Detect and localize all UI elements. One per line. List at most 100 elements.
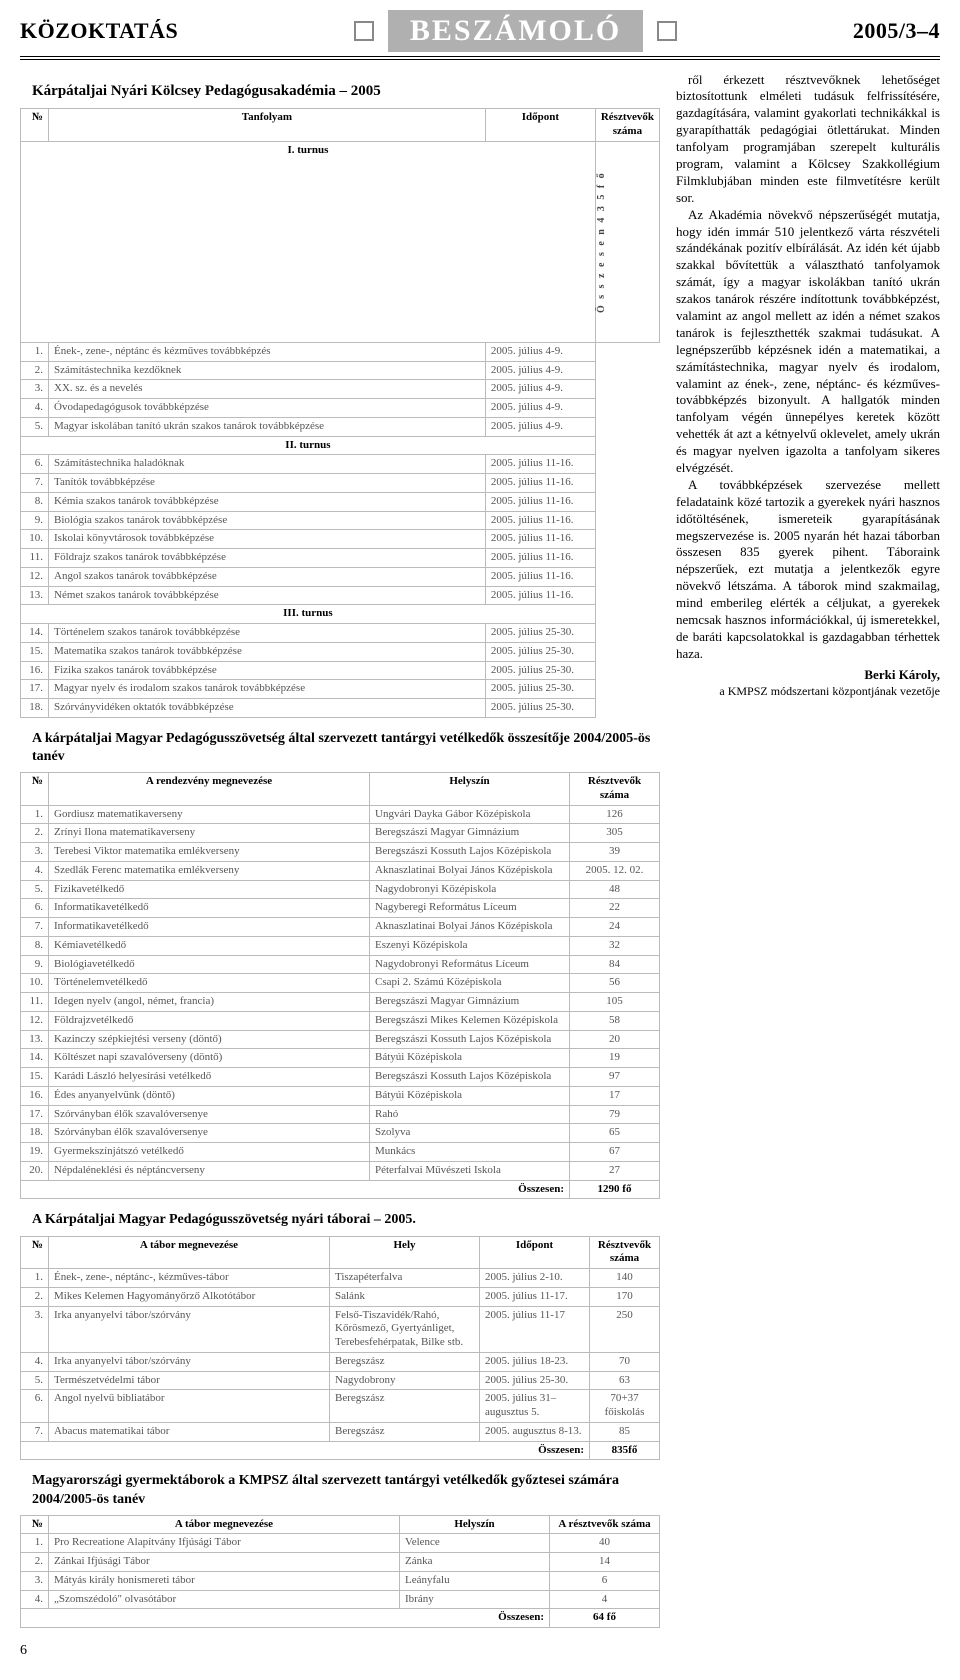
table-cell: 2005. július 11-16. [485,492,595,511]
table-cell: 2005. július 2-10. [480,1269,590,1288]
title-table2: A kárpátaljai Magyar Pedagógusszövetség … [32,730,660,766]
page-number: 6 [20,1642,660,1660]
table-cell: 16. [21,1086,49,1105]
header-square-left [354,21,374,41]
table-cell: 2005. július 4-9. [485,380,595,399]
table-row: 14.Költészet napi szavalóverseny (döntő)… [21,1049,660,1068]
table-cell: Informatikavetélkedő [49,918,370,937]
header-section-title: BESZÁMOLÓ [388,10,643,52]
table-cell: 67 [570,1143,660,1162]
table-cell: Tiszapéterfalva [330,1269,480,1288]
table-cell: Aknaszlatinai Bolyai János Középiskola [370,861,570,880]
table-cell: Beregszászi Magyar Gimnázium [370,824,570,843]
table-cell: Ibrány [400,1590,550,1609]
table-row: 4.Óvodapedagógusok továbbképzése2005. jú… [21,399,660,418]
table-cell: 85 [590,1422,660,1441]
table-cell: Iskolai könyvtárosok továbbképzése [49,530,486,549]
table-cell: 5. [21,880,49,899]
table-cell: 4 [550,1590,660,1609]
table-cell: 2005. július 11-16. [485,474,595,493]
table-row: 9.Biológia szakos tanárok továbbképzése2… [21,511,660,530]
table-row: 15.Karádi László helyesírási vetélkedőBe… [21,1068,660,1087]
table-cell: Biológia szakos tanárok továbbképzése [49,511,486,530]
table-row: 1.Gordiusz matematikaversenyUngvári Dayk… [21,805,660,824]
table-cell: 2005. július 25-30. [480,1371,590,1390]
table-cell: 4. [21,1590,49,1609]
section-1: I. turnus [21,141,596,342]
page-header: KÖZOKTATÁS BESZÁMOLÓ 2005/3–4 [20,10,940,60]
table-cell: Gordiusz matematikaverseny [49,805,370,824]
table-row: 15.Matematika szakos tanárok továbbképzé… [21,642,660,661]
table-cell: 2005. július 11-16. [485,549,595,568]
table-cell: Gyermekszínjátszó vetélkedő [49,1143,370,1162]
table-cell: 2005. július 25-30. [485,680,595,699]
table-cell: 84 [570,955,660,974]
table-cell: 2005. július 11-17. [480,1287,590,1306]
table-cell: 6. [21,455,49,474]
table-cell: 7. [21,474,49,493]
table-cell: Ének-, zene-, néptánc-, kézműves-tábor [49,1269,330,1288]
table-cell: Matematika szakos tanárok továbbképzése [49,642,486,661]
table-cell: 2. [21,824,49,843]
article-p1: ről érkezett résztvevőknek lehetőséget b… [676,72,940,207]
table-cell: 4. [21,399,49,418]
title-table1: Kárpátaljai Nyári Kölcsey Pedagógusakadé… [32,82,660,101]
table-cell: 19 [570,1049,660,1068]
table-cell: 2005. július 25-30. [485,642,595,661]
table-row: 2.Számítástechnika kezdőknek2005. július… [21,361,660,380]
table-courses: № Tanfolyam Időpont Résztvevők száma I. … [20,108,660,718]
table-row: 8.Kémia szakos tanárok továbbképzése2005… [21,492,660,511]
table-cell: Tanítók továbbképzése [49,474,486,493]
table-row: 11.Idegen nyelv (angol, német, francia)B… [21,993,660,1012]
table-row: 5.Magyar iskolában tanító ukrán szakos t… [21,417,660,436]
table-cell: 6 [550,1571,660,1590]
table-cell: 17. [21,1105,49,1124]
table-row: 6.Számítástechnika haladóknak2005. júliu… [21,455,660,474]
table-cell: 3. [21,380,49,399]
table-cell: 305 [570,824,660,843]
header-publication: KÖZOKTATÁS [20,17,178,45]
table-cell: Természetvédelmi tábor [49,1371,330,1390]
vertical-total: Ö s s z e s e n 4 3 5 f ő [596,142,626,342]
table-cell: 1. [21,1534,49,1553]
section-3: III. turnus [21,605,596,624]
table-cell: 27 [570,1161,660,1180]
table-row: 3.Terebesi Viktor matematika emlékversen… [21,843,660,862]
table-cell: 3. [21,1571,49,1590]
table-row: 4.Irka anyanyelvi tábor/szórványBeregszá… [21,1352,660,1371]
table-cell: 19. [21,1143,49,1162]
total-label: Összesen: [21,1180,570,1199]
table-cell: 1. [21,805,49,824]
table-cell: 2005. július 4-9. [485,417,595,436]
total-value: 1290 fő [570,1180,660,1199]
table-row: 10.TörténelemvetélkedőCsapi 2. Számú Köz… [21,974,660,993]
table-cell: Eszenyi Középiskola [370,936,570,955]
table-cell: Ének-, zene-, néptánc és kézműves tovább… [49,342,486,361]
table-row: 7.Abacus matematikai táborBeregszász2005… [21,1422,660,1441]
table-cell: Irka anyanyelvi tábor/szórvány [49,1352,330,1371]
total-value: 64 fő [550,1609,660,1628]
table-cell: Kazinczy szépkiejtési verseny (döntő) [49,1030,370,1049]
table-row: 14.Történelem szakos tanárok továbbképzé… [21,624,660,643]
table-cell: Költészet napi szavalóverseny (döntő) [49,1049,370,1068]
table-row: 16.Fizika szakos tanárok továbbképzése20… [21,661,660,680]
table-cell: 2005. július 25-30. [485,661,595,680]
table-row: 18.Szórványvidéken oktatók továbbképzése… [21,699,660,718]
table-cell: Óvodapedagógusok továbbképzése [49,399,486,418]
table-cell: Biológiavetélkedő [49,955,370,974]
table-cell: Karádi László helyesírási vetélkedő [49,1068,370,1087]
table-cell: Földrajz szakos tanárok továbbképzése [49,549,486,568]
table-row: 19.Gyermekszínjátszó vetélkedőMunkács67 [21,1143,660,1162]
table-cell: 2. [21,361,49,380]
table-cell: 2005. július 11-16. [485,530,595,549]
table-cell: Idegen nyelv (angol, német, francia) [49,993,370,1012]
table-cell: Irka anyanyelvi tábor/szórvány [49,1306,330,1352]
table-hungary-camps: № A tábor megnevezése Helyszín A résztve… [20,1515,660,1629]
table-cell: 7. [21,918,49,937]
table-cell: 2005. július 31– augusztus 5. [480,1390,590,1423]
table-cell: 2. [21,1287,49,1306]
table-cell: Zrínyi Ilona matematikaverseny [49,824,370,843]
table-cell: Mikes Kelemen Hagyományőrző Alkotótábor [49,1287,330,1306]
table-cell: 9. [21,511,49,530]
table-cell: 2005. július 11-16. [485,455,595,474]
